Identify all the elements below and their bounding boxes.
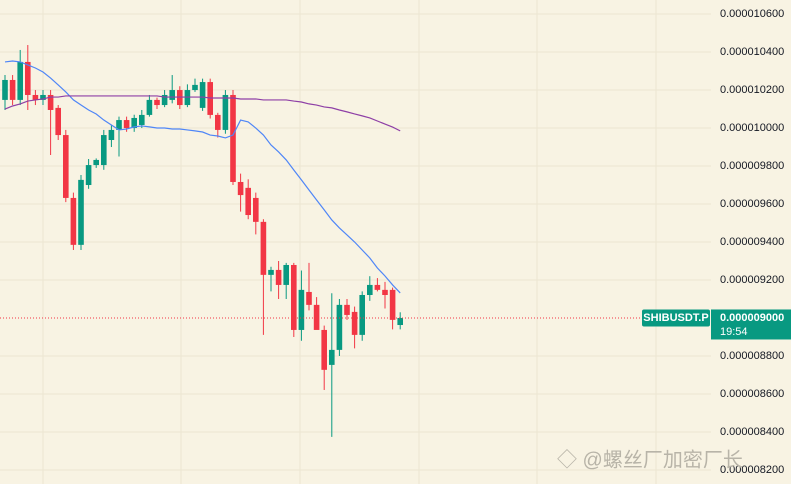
candle-body xyxy=(85,165,92,186)
y-tick-label: 0.000010000 xyxy=(720,122,784,134)
y-tick-label: 0.000008400 xyxy=(720,426,784,438)
candle-body xyxy=(9,79,16,100)
candle-body xyxy=(237,181,244,196)
candle-body xyxy=(321,329,327,370)
candle-body xyxy=(70,197,77,245)
last-price-tag xyxy=(711,309,791,340)
grid-layer xyxy=(0,13,711,471)
y-tick-label: 0.000009600 xyxy=(720,198,784,210)
candle-body xyxy=(55,107,61,136)
candle-body xyxy=(215,114,221,130)
candle-body xyxy=(192,84,198,91)
candle-body xyxy=(139,114,145,125)
watermark: ◇ @螺丝厂加密厂长 xyxy=(557,448,743,471)
moving-average xyxy=(4,95,401,132)
last-price-label: 0.000009000 xyxy=(720,312,784,324)
candle-body xyxy=(306,291,312,305)
candle-body xyxy=(169,90,175,100)
candle-body xyxy=(2,79,8,100)
price-axis: 0.000010600 0.000010400 0.000010200 0.00001… xyxy=(642,8,791,476)
candle-body xyxy=(336,304,343,350)
candle-body xyxy=(367,284,373,295)
candle-body xyxy=(199,82,206,108)
candle-body xyxy=(359,294,365,335)
candle-body xyxy=(374,284,381,290)
candle-body xyxy=(397,317,403,326)
candle-body xyxy=(291,264,297,330)
candle-body xyxy=(230,94,236,182)
candle-body xyxy=(63,135,69,198)
candle-body xyxy=(161,94,168,106)
y-tick-label: 0.000009400 xyxy=(720,236,784,248)
candle-body xyxy=(25,61,31,95)
candle-body xyxy=(108,129,115,140)
plot-layer xyxy=(0,45,711,437)
y-tick-label: 0.000008200 xyxy=(720,464,784,476)
y-tick-label: 0.000010200 xyxy=(720,84,784,96)
symbol-label: SHIBUSDT.P xyxy=(643,312,708,324)
candle-body xyxy=(131,117,137,129)
candle-body xyxy=(78,179,84,245)
candle-body xyxy=(268,269,274,275)
y-tick-label: 0.000009200 xyxy=(720,274,784,286)
candle-body xyxy=(40,94,46,100)
candle-body xyxy=(260,221,267,275)
y-tick-label: 0.000008800 xyxy=(720,350,784,362)
candle-body xyxy=(329,349,335,365)
candle-body xyxy=(389,289,396,320)
candle-body xyxy=(116,120,122,130)
candle-body xyxy=(382,289,388,295)
candle-body xyxy=(344,304,350,315)
candle-body xyxy=(123,120,130,129)
y-tick-label: 0.000010600 xyxy=(720,8,784,20)
candle-body xyxy=(313,304,320,330)
y-tick-label: 0.000008600 xyxy=(720,388,784,400)
candle-body xyxy=(101,135,107,166)
candle-body xyxy=(283,264,289,285)
candle-body xyxy=(146,99,153,115)
candle-body xyxy=(351,311,358,335)
candle-body xyxy=(298,289,305,330)
symbol-tag xyxy=(642,309,710,327)
candle-body xyxy=(245,187,251,216)
candle-body xyxy=(93,159,99,166)
candle-body xyxy=(32,94,39,100)
y-tick-label: 0.000009800 xyxy=(720,160,784,172)
candle-body xyxy=(17,61,23,100)
candle-body xyxy=(222,94,229,130)
candle-body xyxy=(47,94,54,110)
y-tick-label: 0.000010400 xyxy=(720,46,784,58)
candle-body xyxy=(253,197,259,222)
countdown: 19:54 xyxy=(720,326,748,338)
moving-average xyxy=(4,60,401,294)
candle-body xyxy=(154,99,160,106)
candle-body xyxy=(275,269,282,285)
